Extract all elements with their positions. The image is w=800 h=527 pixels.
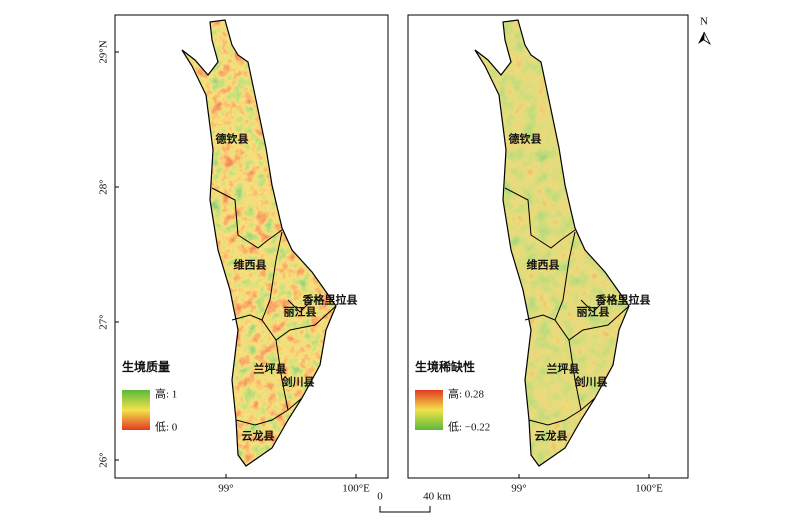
county-label: 剑川县 (574, 375, 608, 389)
legend-low: 低: 0 (155, 421, 178, 434)
county-label: 丽江县 (577, 305, 610, 319)
lat-label: 27° (98, 314, 110, 329)
lon-label: 99° (218, 483, 233, 495)
region-outline (474, 19, 630, 467)
county-label: 维西县 (234, 258, 267, 272)
county-label: 兰坪县 (254, 362, 287, 376)
county-border (235, 397, 303, 426)
county-label: 维西县 (527, 258, 560, 272)
lat-label: 28° (98, 179, 110, 194)
county-label: 云龙县 (242, 429, 275, 443)
region-raster (182, 20, 336, 466)
county-label: 德钦县 (508, 132, 542, 146)
lon-label: 99° (511, 483, 526, 495)
north-label: N (700, 16, 708, 28)
legend-high: 高: 0.28 (448, 387, 485, 401)
county-border (568, 339, 582, 411)
county-border (287, 299, 313, 313)
county-border (275, 339, 289, 411)
county-label: 云龙县 (535, 429, 568, 443)
panel-frame (114, 14, 389, 479)
county-border (554, 231, 630, 341)
county-label: 香格里拉县 (302, 293, 358, 307)
region-outline (181, 19, 337, 467)
county-border (211, 187, 283, 249)
county-border (504, 187, 576, 249)
scale-bar: 0 40 km (377, 491, 451, 513)
legend-ramp (122, 390, 150, 430)
legend-low: 低: −0.22 (448, 421, 490, 434)
county-border (580, 299, 606, 313)
legend-high: 高: 1 (155, 387, 177, 401)
panel-frame (407, 14, 689, 479)
county-label: 丽江县 (284, 305, 317, 319)
legend-title: 生境稀缺性 (415, 359, 475, 374)
legend-title: 生境质量 (122, 359, 170, 374)
north-arrow: N (698, 16, 712, 46)
county-border (261, 231, 337, 341)
county-label: 剑川县 (281, 375, 315, 389)
county-border (231, 314, 263, 321)
county-label: 兰坪县 (547, 362, 580, 376)
scale-end: 40 km (423, 491, 451, 503)
county-label: 香格里拉县 (595, 293, 651, 307)
lat-label: 26° (98, 452, 110, 467)
lon-label: 100°E (342, 483, 370, 495)
lat-label: 29°N (98, 40, 110, 63)
region-raster (475, 20, 629, 466)
scale-start: 0 (377, 491, 383, 503)
lon-label: 100°E (635, 483, 663, 495)
legend-ramp (415, 390, 443, 430)
county-label: 德钦县 (215, 132, 249, 146)
county-border (524, 314, 556, 321)
county-border (528, 397, 596, 426)
